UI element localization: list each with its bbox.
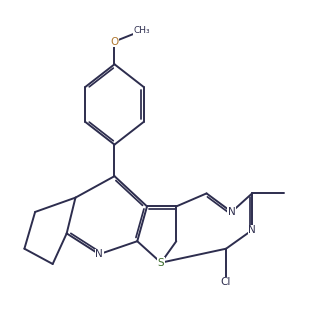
Text: N: N [248, 225, 256, 235]
Text: S: S [158, 258, 164, 268]
Text: CH₃: CH₃ [133, 26, 150, 35]
Text: N: N [95, 249, 103, 259]
Text: Cl: Cl [221, 277, 231, 287]
Text: N: N [228, 207, 235, 217]
Text: O: O [110, 37, 119, 46]
